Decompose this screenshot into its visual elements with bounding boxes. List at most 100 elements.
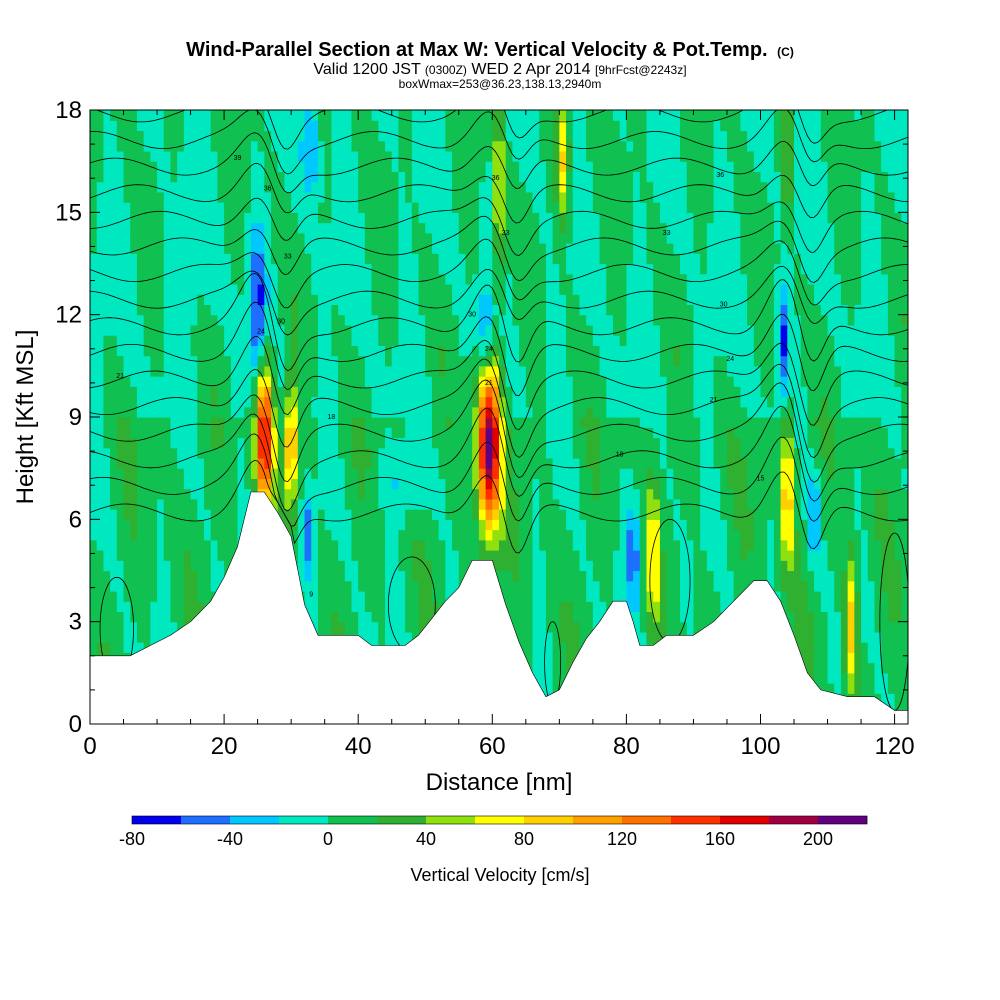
w-cell <box>559 437 567 449</box>
w-cell <box>311 212 319 224</box>
w-cell <box>358 140 366 152</box>
w-cell <box>418 509 426 520</box>
w-cell <box>291 120 299 132</box>
w-cell <box>545 376 554 387</box>
w-cell <box>277 140 286 152</box>
w-cell <box>271 376 279 387</box>
w-cell <box>385 243 393 254</box>
w-cell <box>405 580 413 592</box>
w-cell <box>177 376 185 387</box>
w-cell <box>385 498 393 510</box>
w-cell <box>478 130 487 142</box>
w-cell <box>465 529 473 541</box>
w-cell <box>586 150 594 162</box>
w-cell <box>566 580 574 592</box>
w-cell <box>150 519 158 531</box>
w-cell <box>136 580 145 592</box>
w-cell <box>338 120 346 132</box>
w-cell <box>519 294 527 306</box>
w-cell <box>271 294 279 306</box>
w-cell <box>177 509 185 520</box>
w-cell <box>586 314 594 326</box>
w-cell <box>385 232 393 244</box>
w-cell <box>606 478 614 490</box>
w-cell <box>291 539 299 551</box>
w-cell <box>398 406 406 418</box>
w-cell <box>271 140 279 152</box>
w-cell <box>505 560 513 572</box>
w-cell <box>391 611 400 623</box>
w-cell <box>599 150 607 162</box>
w-cell <box>110 427 118 439</box>
w-cell <box>586 283 594 295</box>
w-cell <box>452 273 460 285</box>
w-cell <box>599 550 607 561</box>
w-cell <box>639 570 648 582</box>
w-cell <box>572 437 581 449</box>
w-cell <box>545 621 554 633</box>
w-cell <box>157 140 165 152</box>
w-cell <box>586 365 594 377</box>
w-cell <box>425 202 433 213</box>
w-cell <box>130 243 138 254</box>
w-cell <box>592 539 601 551</box>
w-cell <box>505 294 513 306</box>
w-cell <box>619 181 627 193</box>
w-cell <box>331 396 339 408</box>
w-cell <box>143 222 151 234</box>
w-cell <box>123 437 131 449</box>
w-cell <box>385 263 393 275</box>
w-cell <box>472 406 480 418</box>
w-cell <box>465 150 473 162</box>
w-cell <box>539 468 547 479</box>
w-cell <box>130 181 138 193</box>
w-cell <box>150 345 158 357</box>
w-cell <box>385 550 393 561</box>
w-cell <box>418 110 426 121</box>
w-cell <box>612 437 621 449</box>
w-cell <box>250 417 259 428</box>
w-cell <box>364 181 373 193</box>
w-cell <box>619 406 627 418</box>
w-cell <box>478 294 487 306</box>
w-cell <box>331 140 339 152</box>
w-cell <box>592 427 601 439</box>
w-cell <box>210 509 218 520</box>
w-cell <box>572 611 581 623</box>
w-cell <box>592 580 601 592</box>
w-cell <box>612 457 621 469</box>
w-cell <box>297 550 306 561</box>
w-cell <box>445 539 453 551</box>
w-cell <box>331 171 339 183</box>
w-cell <box>157 447 165 459</box>
w-cell <box>539 294 547 306</box>
w-cell <box>317 110 326 121</box>
w-cell <box>217 437 225 449</box>
w-cell <box>391 324 400 336</box>
w-cell <box>525 570 534 582</box>
w-cell <box>545 498 554 510</box>
w-cell <box>465 406 473 418</box>
w-cell <box>338 294 346 306</box>
w-cell <box>559 110 567 121</box>
w-cell <box>130 519 138 531</box>
w-cell <box>586 202 594 213</box>
w-cell <box>96 314 104 326</box>
w-cell <box>150 253 158 265</box>
w-cell <box>264 181 272 193</box>
w-cell <box>210 437 218 449</box>
w-cell <box>284 263 292 275</box>
w-cell <box>304 550 312 561</box>
w-cell <box>244 110 252 121</box>
w-cell <box>438 478 446 490</box>
w-cell <box>478 386 487 398</box>
w-cell <box>331 110 339 121</box>
w-cell <box>579 560 587 572</box>
w-cell <box>304 294 312 306</box>
w-cell <box>532 263 540 275</box>
w-cell <box>458 161 467 172</box>
w-cell <box>224 437 232 449</box>
w-cell <box>338 110 346 121</box>
w-cell <box>123 171 131 183</box>
w-cell <box>385 529 393 541</box>
